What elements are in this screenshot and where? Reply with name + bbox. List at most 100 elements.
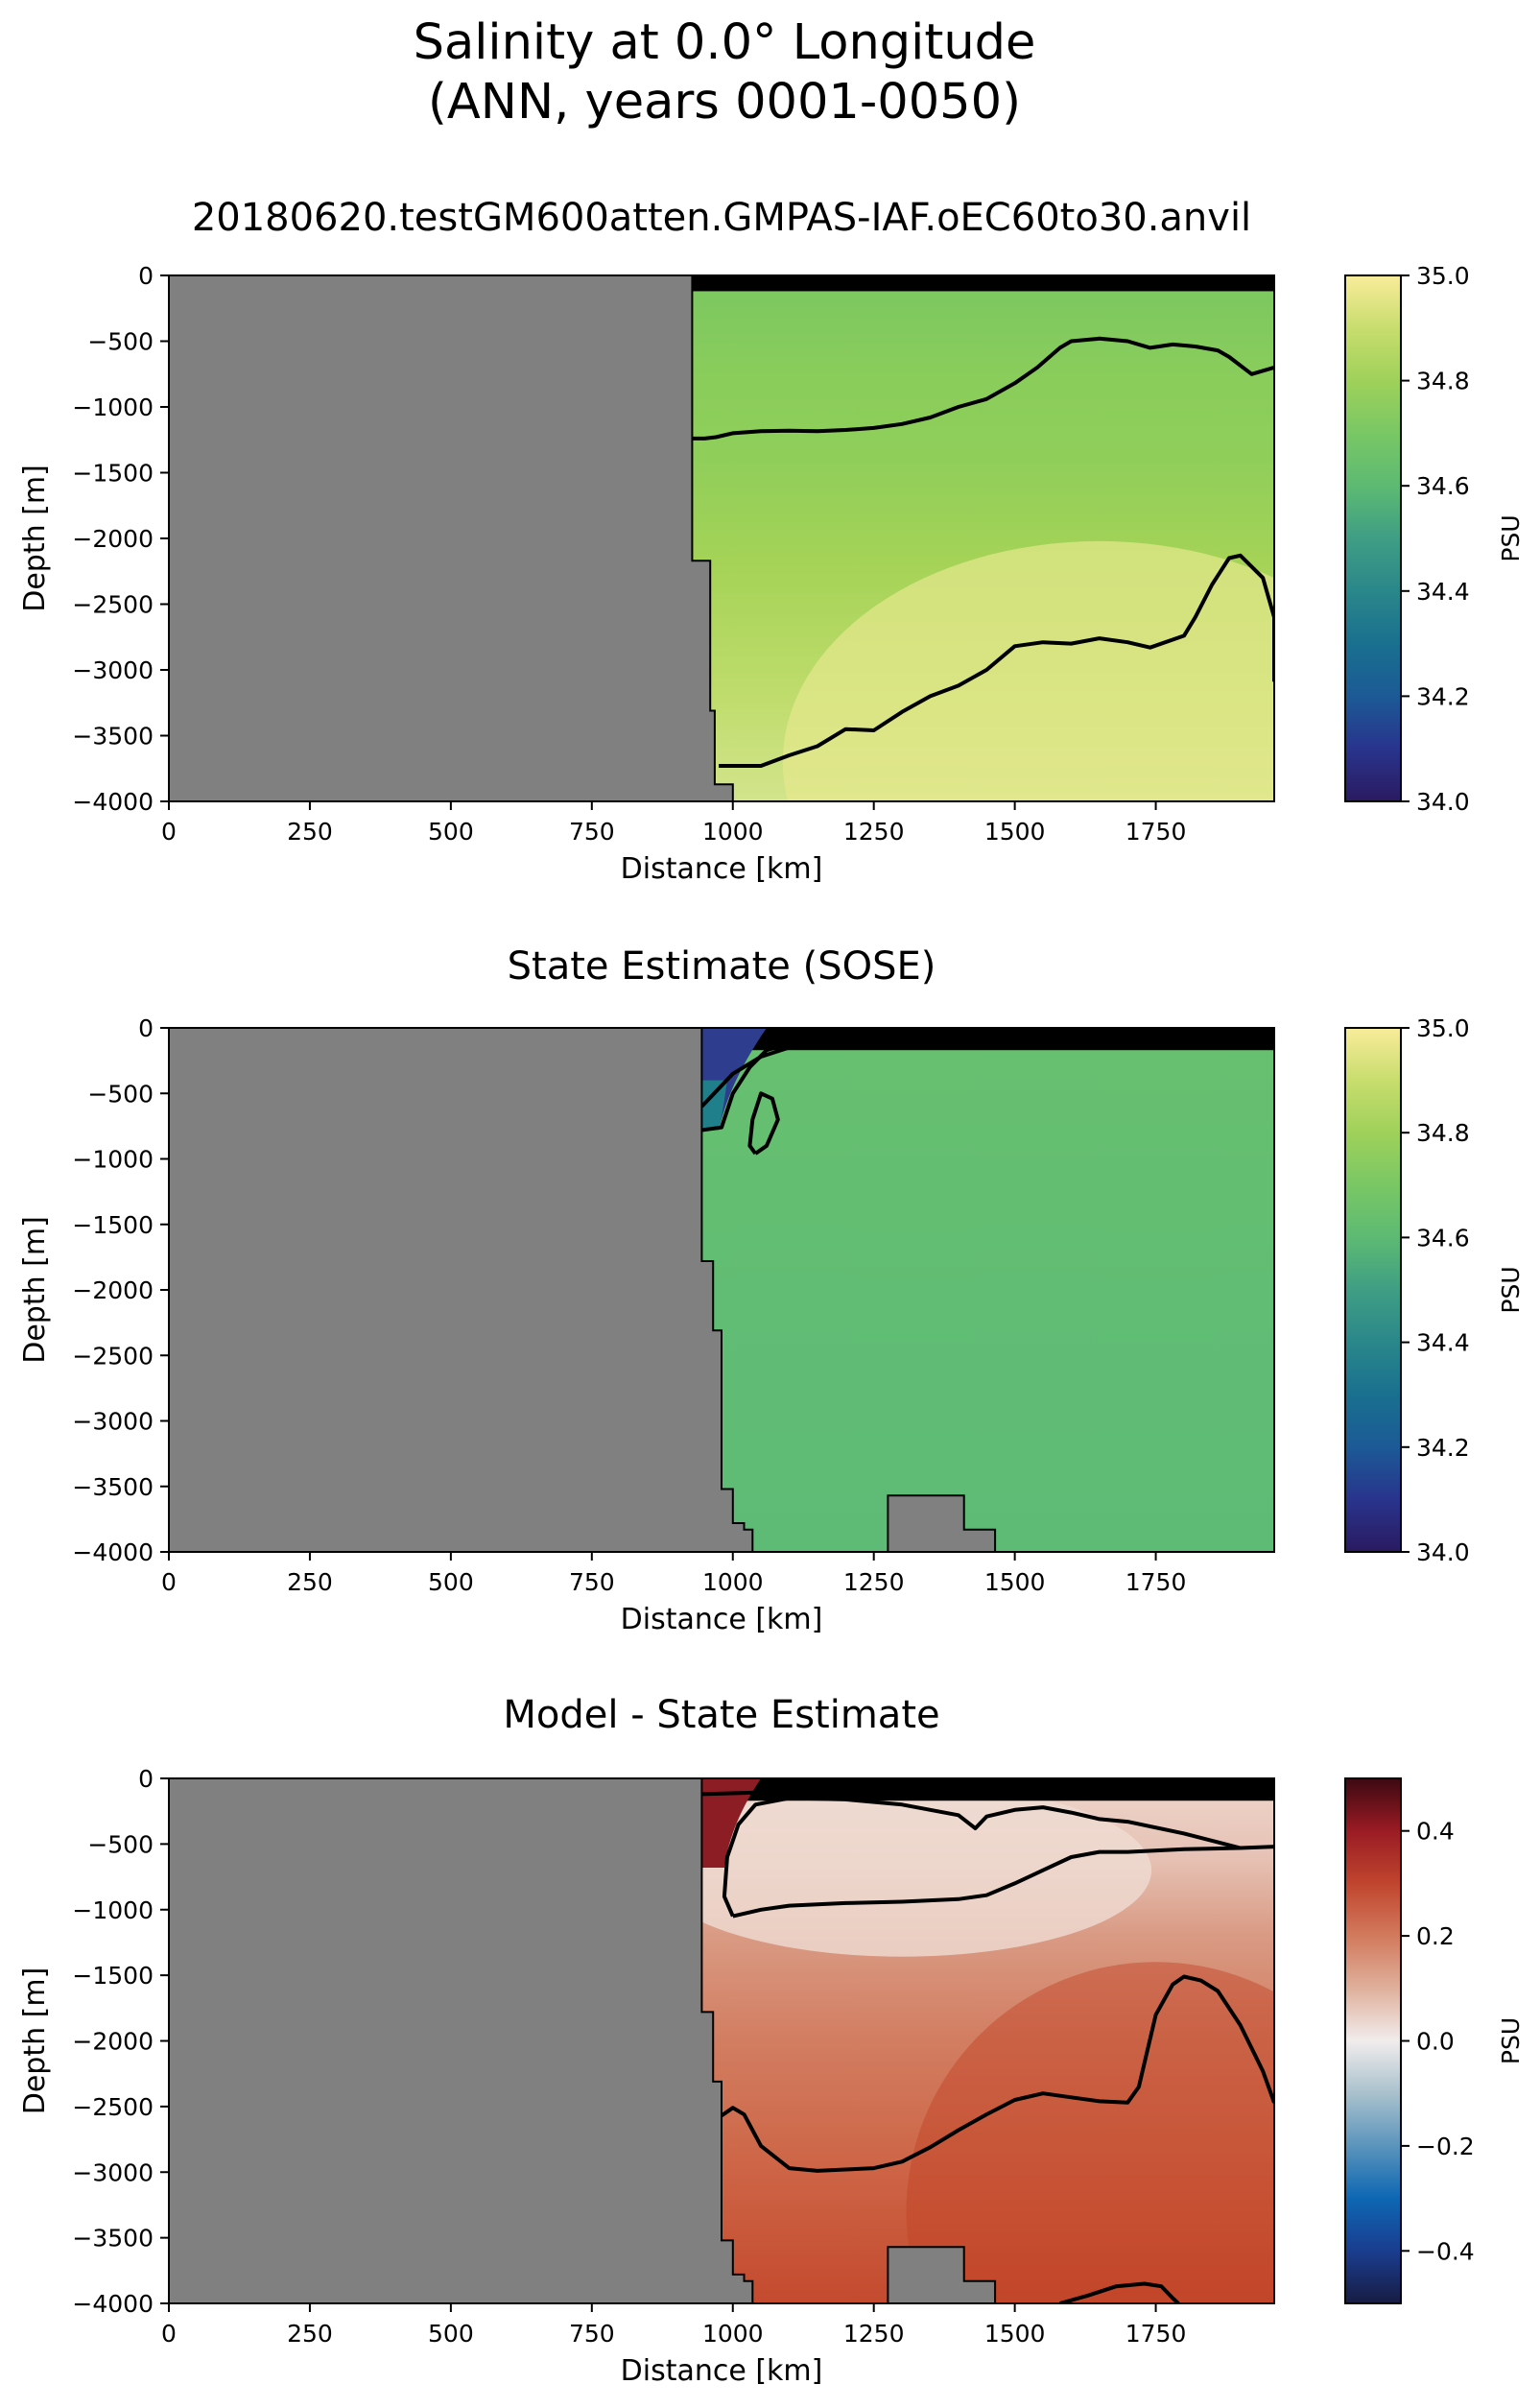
field-highlight <box>906 1962 1274 2303</box>
y-tick-label: −1000 <box>72 1146 154 1174</box>
y-axis-label: Depth [m] <box>18 465 52 612</box>
x-tick-label: 1500 <box>984 1568 1046 1596</box>
contour-line <box>722 1796 1274 1918</box>
y-tick-label: −2000 <box>72 2028 154 2056</box>
x-tick-label: 1750 <box>1125 2320 1187 2348</box>
y-tick-label: −3500 <box>72 723 154 751</box>
y-tick-label: −500 <box>87 1830 154 1858</box>
x-tick-label: 1750 <box>1125 818 1187 846</box>
colorbar-tick-label: 34.6 <box>1416 472 1470 500</box>
x-tick-label: 750 <box>569 2320 615 2348</box>
colorbar-tick-label: 0.4 <box>1416 1818 1455 1846</box>
y-tick-label: −2000 <box>72 525 154 553</box>
panel-title: State Estimate (SOSE) <box>508 944 936 989</box>
y-tick-label: −2500 <box>72 591 154 619</box>
colorbar-tick-label: 34.4 <box>1416 1329 1470 1357</box>
y-tick-label: −3500 <box>72 1473 154 1501</box>
x-tick-label: 1000 <box>702 1568 764 1596</box>
y-tick-label: 0 <box>138 1014 154 1042</box>
field-highlight <box>652 1783 1152 1957</box>
colorbar-tick-label: 34.8 <box>1416 1119 1470 1147</box>
land-mask <box>169 1028 754 1552</box>
x-tick-label: 1500 <box>984 818 1046 846</box>
y-tick-label: 0 <box>138 262 154 290</box>
y-tick-label: −2000 <box>72 1276 154 1304</box>
x-tick-label: 1000 <box>702 818 764 846</box>
contour-line <box>692 336 1274 441</box>
x-tick-label: 1250 <box>843 818 905 846</box>
contour-line <box>699 1042 1274 1109</box>
x-axis-label: Distance [km] <box>621 852 823 886</box>
panel-1: 20180620.testGM600atten.GMPAS-IAF.oEC60t… <box>18 196 1525 886</box>
field-highlight <box>782 540 1274 801</box>
y-tick-label: −1000 <box>72 1896 154 1924</box>
colorbar-label: PSU <box>1497 514 1525 561</box>
seamount <box>887 1494 997 1552</box>
x-tick-label: 250 <box>287 1568 333 1596</box>
y-tick-label: −1500 <box>72 1211 154 1239</box>
contour-line <box>692 282 1274 291</box>
anomaly-surface-wedge <box>701 1778 762 1868</box>
x-tick-label: 750 <box>569 818 615 846</box>
y-axis-label: Depth [m] <box>18 1216 52 1364</box>
panel-3: Model - State Estimate 0 250 500 750 1000 1250… <box>18 1693 1525 2388</box>
colorbar <box>1344 1777 1402 2304</box>
panel-title: 20180620.testGM600atten.GMPAS-IAF.oEC60t… <box>192 196 1251 240</box>
x-tick-label: 1750 <box>1125 1568 1187 1596</box>
colorbar-tick-label: 0.2 <box>1416 1922 1455 1950</box>
colorbar-tick-label: 35.0 <box>1416 262 1470 290</box>
seamount <box>887 2246 997 2303</box>
contour-line <box>701 1788 1274 1797</box>
colorbar-tick-label: 34.0 <box>1416 1538 1470 1566</box>
x-tick-label: 500 <box>428 818 474 846</box>
colorbar <box>1344 1027 1402 1553</box>
colorbar <box>1344 274 1402 802</box>
x-tick-label: 0 <box>161 818 177 846</box>
y-tick-label: −4000 <box>72 788 154 816</box>
colorbar-tick-label: 34.6 <box>1416 1224 1470 1252</box>
colorbar-tick-label: −0.4 <box>1416 2237 1475 2265</box>
figure-title-line2: (ANN, years 0001-0050) <box>428 74 1021 131</box>
y-tick-label: −4000 <box>72 2290 154 2318</box>
land-mask <box>169 275 734 801</box>
panel-2: State Estimate (SOSE) 0 250 500 750 1000 1250 1… <box>18 944 1525 1636</box>
x-tick-label: 750 <box>569 1568 615 1596</box>
y-tick-label: −3500 <box>72 2225 154 2253</box>
figure-title-line1: Salinity at 0.0° Longitude <box>413 14 1036 71</box>
colorbar-tick-label: 34.2 <box>1416 682 1470 710</box>
contour-line <box>720 1974 1274 2173</box>
figure-title: Salinity at 0.0° Longitude (ANN, years 0… <box>0 13 1449 132</box>
x-tick-label: 0 <box>161 2320 177 2348</box>
x-axis-label: Distance [km] <box>621 1603 823 1636</box>
y-tick-label: 0 <box>138 1765 154 1793</box>
y-tick-label: −3000 <box>72 656 154 684</box>
y-tick-label: −4000 <box>72 1538 154 1566</box>
x-tick-label: 1000 <box>702 2320 764 2348</box>
colorbar-tick-label: 34.8 <box>1416 368 1470 395</box>
x-tick-label: 0 <box>161 1568 177 1596</box>
land-mask <box>169 1778 754 2303</box>
colorbar-tick-label: −0.2 <box>1416 2133 1475 2160</box>
x-axis-label: Distance [km] <box>621 2354 823 2388</box>
y-tick-label: −1000 <box>72 393 154 421</box>
colorbar-tick-label: 0.0 <box>1416 2028 1455 2056</box>
y-tick-label: −3000 <box>72 1408 154 1436</box>
colorbar-label: PSU <box>1497 1266 1525 1313</box>
plot-area-3 <box>169 1778 1274 2303</box>
y-tick-label: −500 <box>87 328 154 356</box>
plot-area-2 <box>169 1028 1274 1552</box>
colorbar-tick-label: 34.0 <box>1416 788 1470 816</box>
contour-line <box>747 1091 780 1156</box>
fresh-surface-wedge-lower <box>701 1080 727 1131</box>
contour-line <box>1059 2281 1180 2303</box>
colorbar-tick-label: 34.4 <box>1416 578 1470 606</box>
y-axis-label: Depth [m] <box>18 1967 52 2115</box>
colorbar-tick-label: 34.2 <box>1416 1434 1470 1462</box>
contour-line <box>719 553 1274 768</box>
panel-title: Model - State Estimate <box>503 1693 939 1737</box>
y-tick-label: −2500 <box>72 1342 154 1370</box>
y-tick-label: −3000 <box>72 2158 154 2186</box>
y-tick-label: −1500 <box>72 1962 154 1990</box>
contour-line <box>732 1846 1241 1919</box>
x-tick-label: 500 <box>428 2320 474 2348</box>
